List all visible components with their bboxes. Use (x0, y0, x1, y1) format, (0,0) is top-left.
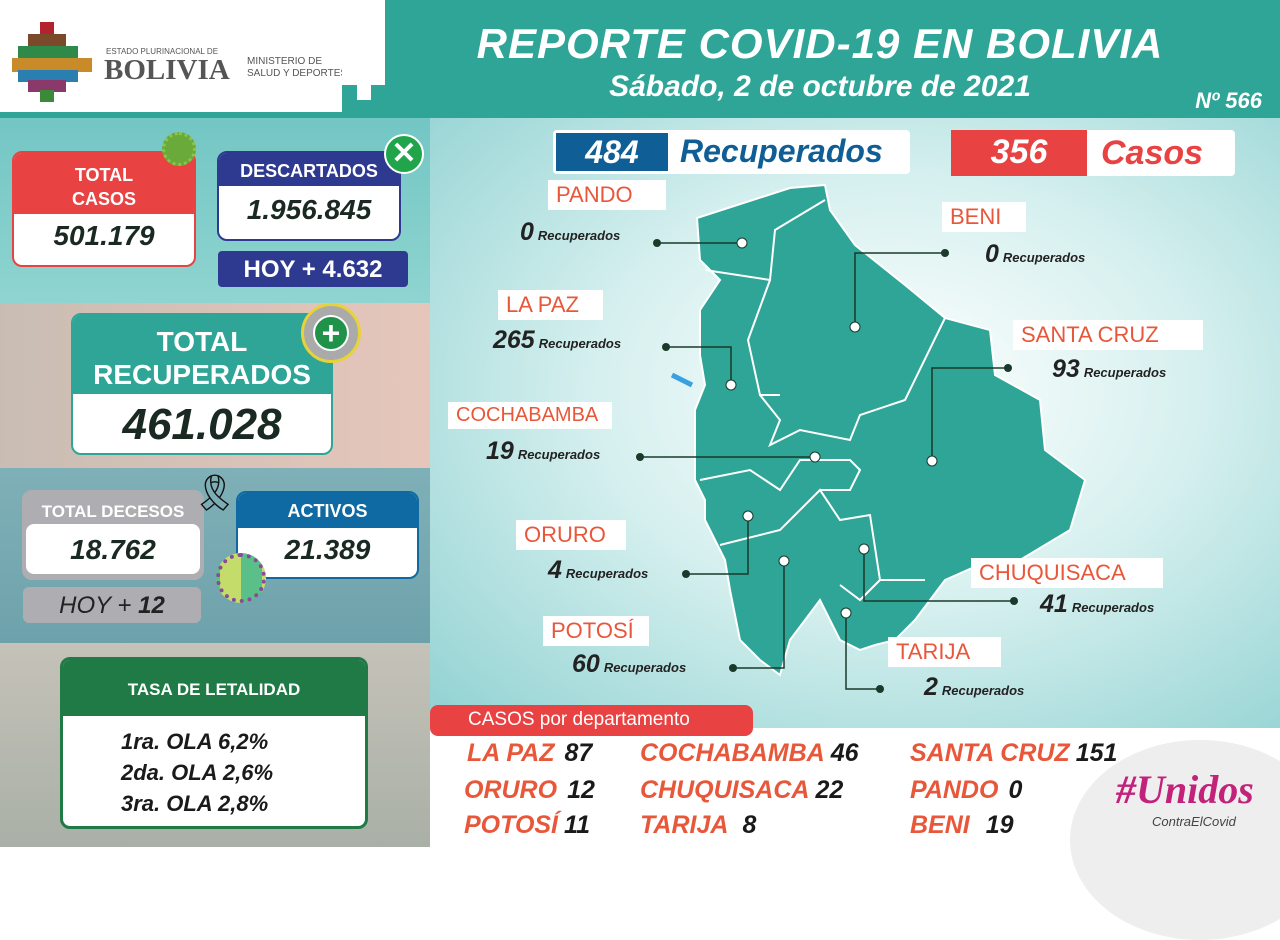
dept-label-santa-cruz: SANTA CRUZ (1013, 320, 1203, 350)
cases-row-item: TARIJA 8 (640, 811, 757, 839)
descartados-label: DESCARTADOS (219, 153, 399, 186)
dept-label-cochabamba: COCHABAMBA (448, 402, 612, 429)
descartados-card: DESCARTADOS 1.956.845 (217, 151, 401, 241)
letalidad-row: 3ra. OLA 2,8% (121, 791, 269, 816)
activos-card: ACTIVOS 21.389 (236, 491, 419, 579)
point-beni (849, 321, 861, 333)
total-casos-label2: CASOS (71, 189, 136, 209)
cases-row-item: LA PAZ 87 (467, 739, 593, 767)
letalidad-row: 2da. OLA 2,6% (121, 760, 274, 785)
page-title: REPORTE COVID-19 EN BOLIVIA (476, 20, 1164, 67)
dept-rec-santa-cruz: 93 Recuperados (1052, 355, 1167, 383)
point-tarija (840, 607, 852, 619)
decesos-today: HOY + 12 (23, 587, 201, 623)
cases-row-item: CHUQUISACA 22 (640, 776, 844, 804)
dept-rec-potosi: 60 Recuperados (572, 650, 687, 678)
point-pando (736, 237, 748, 249)
bolivia-emblem-icon (12, 22, 92, 102)
descartados-today: HOY + 4.632 (218, 251, 408, 287)
dept-label-oruro: ORURO (516, 520, 626, 550)
point-cochabamba (809, 451, 821, 463)
point-oruro (742, 510, 754, 522)
department-borders (670, 199, 946, 602)
point-potosi (778, 555, 790, 567)
bolivia-outline (694, 183, 1087, 677)
campaign-sub: ContraElCovid (1152, 814, 1236, 829)
casos-badge: 356 Casos (951, 130, 1235, 176)
letalidad-card: TASA DE LETALIDAD 1ra. OLA 6,2% 2da. OLA… (60, 657, 368, 829)
total-decesos-card: TOTAL DECESOS 18.762 (22, 490, 204, 580)
total-decesos-value: 18.762 (26, 524, 200, 574)
bolivia-map (636, 183, 1087, 693)
letalidad-row: 1ra. OLA 6,2% (121, 729, 269, 754)
report-number: Nº 566 (1195, 88, 1262, 113)
cases-row-item: BENI 19 (910, 811, 1014, 839)
total-casos-card: TOTAL CASOS 501.179 (12, 151, 196, 267)
cases-row-item: SANTA CRUZ 151 (910, 739, 1118, 767)
total-recuperados-label2: RECUPERADOS (93, 359, 311, 390)
report-date: Sábado, 2 de octubre de 2021 (609, 70, 1031, 103)
cases-row-item: COCHABAMBA 46 (640, 739, 859, 767)
mourning-ribbon-icon: 🎗 (192, 472, 238, 513)
recuperados-badge: 484 Recuperados (553, 130, 910, 174)
activos-value: 21.389 (284, 534, 371, 565)
logo-bolivia-text: BOLIVIA (104, 54, 230, 86)
dept-rec-oruro: 4 Recuperados (548, 556, 649, 584)
cases-row-item: POTOSÍ 11 (464, 811, 590, 839)
total-casos-value: 501.179 (53, 220, 155, 251)
letalidad-title: TASA DE LETALIDAD (63, 660, 365, 716)
dept-rec-chuquisaca: 41 Recuperados (1040, 590, 1155, 618)
logo-area: ESTADO PLURINACIONAL DE BOLIVIA MINISTER… (0, 0, 385, 112)
cases-row-item: ORURO 12 (464, 776, 595, 804)
dept-rec-tarija: 2 Recuperados (924, 673, 1025, 701)
x-circle-icon: ✕ (384, 134, 424, 174)
casos-today-label: Casos (1101, 134, 1204, 172)
activos-label: ACTIVOS (238, 493, 417, 528)
dept-label-potosi: POTOSÍ (543, 616, 649, 646)
campaign-hashtag: #Unidos (1116, 767, 1254, 812)
dept-label-beni: BENI (942, 202, 1026, 232)
logo-small-text: ESTADO PLURINACIONAL DE (106, 47, 219, 56)
total-casos-label1: TOTAL (74, 165, 134, 185)
descartados-value: 1.956.845 (246, 194, 372, 225)
ministry-line2: SALUD Y DEPORTES (247, 68, 348, 79)
dept-rec-cochabamba: 19 Recuperados (486, 437, 601, 465)
point-santa-cruz (926, 455, 938, 467)
recuperados-today-value: 484 (556, 133, 668, 171)
dept-label-chuquisaca: CHUQUISACA (971, 558, 1163, 588)
point-la-paz (725, 379, 737, 391)
ministry-line1: MINISTERIO DE (247, 56, 323, 67)
point-chuquisaca (858, 543, 870, 555)
dept-rec-la-paz: 265 Recuperados (493, 326, 622, 354)
dept-label-pando: PANDO (548, 180, 666, 210)
dept-rec-pando: 0 Recuperados (520, 218, 621, 246)
decesos-today-value: 12 (138, 592, 165, 619)
total-recuperados-card: TOTAL RECUPERADOS 461.028 (71, 313, 333, 455)
total-recuperados-value: 461.028 (122, 400, 282, 449)
recuperados-today-label: Recuperados (680, 133, 883, 169)
virus-icon-2 (216, 553, 266, 603)
dept-label-tarija: TARIJA (888, 637, 1001, 667)
total-recuperados-label1: TOTAL (156, 326, 248, 357)
decesos-today-prefix: HOY + (59, 592, 132, 619)
leader-lines (640, 242, 1014, 690)
casos-departamento-title: CASOS por departamento (430, 705, 753, 736)
cases-row-item: PANDO 0 (910, 776, 1023, 804)
virus-icon (162, 132, 196, 166)
dept-label-la-paz: LA PAZ (498, 290, 603, 320)
dept-rec-beni: 0 Recuperados (985, 240, 1086, 268)
casos-today-value: 356 (951, 130, 1087, 176)
plus-circle-icon: + (301, 303, 361, 363)
map-points (636, 237, 1018, 693)
total-decesos-label: TOTAL DECESOS (41, 502, 185, 521)
